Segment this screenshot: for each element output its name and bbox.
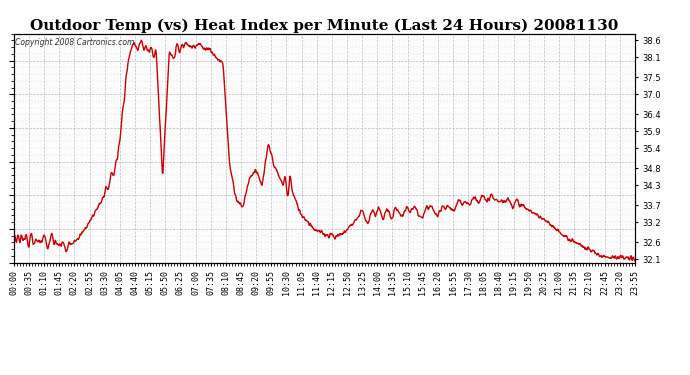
Text: Copyright 2008 Cartronics.com: Copyright 2008 Cartronics.com bbox=[15, 38, 135, 47]
Title: Outdoor Temp (vs) Heat Index per Minute (Last 24 Hours) 20081130: Outdoor Temp (vs) Heat Index per Minute … bbox=[30, 18, 618, 33]
